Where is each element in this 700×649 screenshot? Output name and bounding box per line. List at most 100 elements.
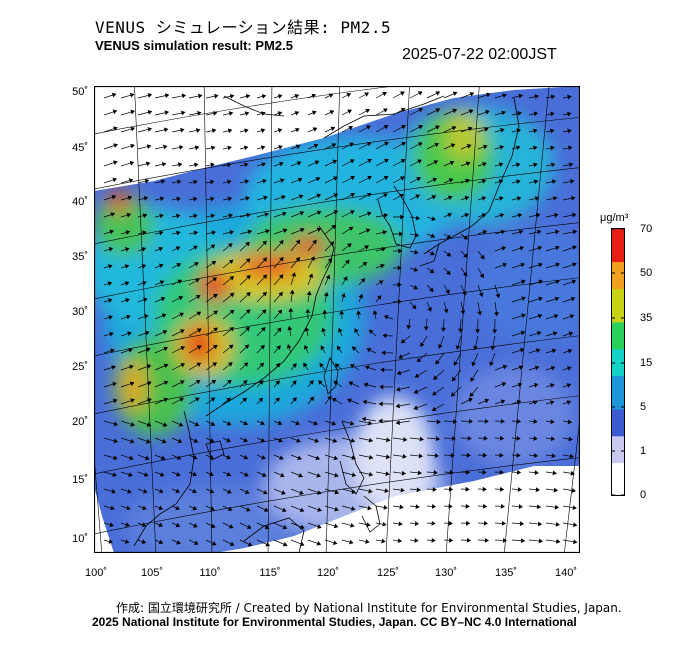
wind-arrow-head [159,472,165,477]
wind-arrow-head [362,262,368,267]
wind-arrow-head [130,422,135,427]
colorbar-segment [611,355,625,363]
wind-arrow-head [194,278,200,283]
wind-arrow-head [282,211,287,217]
wind-arrow-head [417,470,422,476]
wind-arrow-head [416,357,422,363]
wind-arrow-head [296,438,301,443]
colorbar-segment [611,341,625,350]
wind-arrow-head [416,487,421,493]
wind-arrow-head [227,196,233,202]
wind-arrow-head [313,143,319,149]
wind-arrow-head [176,213,181,219]
wind-arrow-head [264,507,269,512]
wind-arrow-head [518,504,523,509]
wind-arrow-head [349,210,355,215]
wind-arrow-head [288,307,294,312]
wind-arrow-head [336,345,342,351]
wind-arrow-head [502,262,508,268]
wind-arrow-head [178,422,184,427]
wind-arrow-head [534,470,539,475]
wind-arrow-head [570,179,575,184]
wind-arrow-head [501,520,506,526]
wind-arrow-head [533,145,538,151]
wind-arrow-head [327,257,333,263]
wind-arrow-head [556,538,561,544]
wind-arrow-head [211,230,216,236]
wind-arrow-head [316,227,322,233]
wind-arrow-head [244,344,250,350]
wind-arrow-head [159,488,164,494]
wind-arrow-head [303,362,308,368]
wind-arrow-head [448,486,454,492]
wind-arrow-head [162,330,168,335]
wind-arrow-head [275,380,280,385]
wind-arrow-head [192,471,198,477]
wind-arrow-head [245,507,251,512]
wind-arrow-head [229,309,235,315]
wind-arrow-head [329,241,335,246]
wind-arrow-head [368,329,374,334]
wind-arrow-head [550,111,555,117]
wind-arrow-head [451,376,457,382]
wind-arrow-head [130,109,135,115]
wind-arrow-head [538,538,543,544]
wind-arrow-head [378,401,383,407]
wind-arrow-head [193,196,198,202]
wind-arrow-head [572,245,577,250]
wind-arrow-head [127,489,132,494]
wind-arrow-head [260,145,266,150]
wind-arrow-head [381,350,386,356]
colorbar-segment [611,382,625,390]
wind-arrow-head [481,213,487,218]
wind-arrow-head [468,418,473,424]
wind-arrow-head [536,331,542,336]
wind-arrow-head [331,398,337,403]
wind-arrow-head [317,524,322,529]
wind-arrow-head [351,489,357,495]
wind-arrow-head [520,262,526,268]
wind-arrow-head [243,454,249,460]
wind-arrow-head [229,292,235,298]
lon-label-120: 120˚ [316,567,340,579]
wind-arrow-head [128,472,133,477]
wind-arrow-head [413,267,419,272]
wind-arrow-head [484,418,489,424]
wind-arrow-head [380,367,385,373]
wind-arrow-head [566,400,572,405]
wind-arrow-head [518,93,523,99]
colorbar-segment [611,442,625,450]
wind-arrow-head [144,178,150,184]
wind-arrow-head [306,290,312,296]
wind-arrow-head [142,488,148,494]
wind-arrow-head [316,210,322,216]
wind-arrow-head [429,250,435,256]
wind-arrow-head [278,274,284,279]
wind-arrow-head [145,439,151,444]
wind-arrow-head [500,503,505,509]
wind-arrow-head [258,397,264,403]
wind-arrow-head [460,310,466,315]
lat-label-10: 10˚ [72,533,88,545]
wind-arrow-head [517,212,523,218]
wind-arrow-head [349,420,355,426]
wind-arrow-head [334,489,340,495]
wind-arrow-head [304,326,310,332]
wind-arrow-head [128,178,134,183]
wind-arrow-head [129,455,134,461]
wind-arrow-head [434,142,440,148]
colorbar-segment [611,455,625,464]
colorbar [611,228,625,496]
wind-arrow-head [401,124,406,130]
wind-arrow-head [538,296,543,302]
wind-arrow-head [449,160,455,166]
wind-arrow-head [443,308,449,314]
wind-arrow-head [228,213,233,218]
wind-arrow-head [126,212,132,218]
wind-arrow-head [555,229,560,235]
wind-arrow-head [570,296,576,302]
wind-arrow-head [363,382,369,388]
wind-arrow-head [553,487,559,493]
wind-arrow-head [127,195,133,201]
wind-arrow-head [417,159,422,164]
